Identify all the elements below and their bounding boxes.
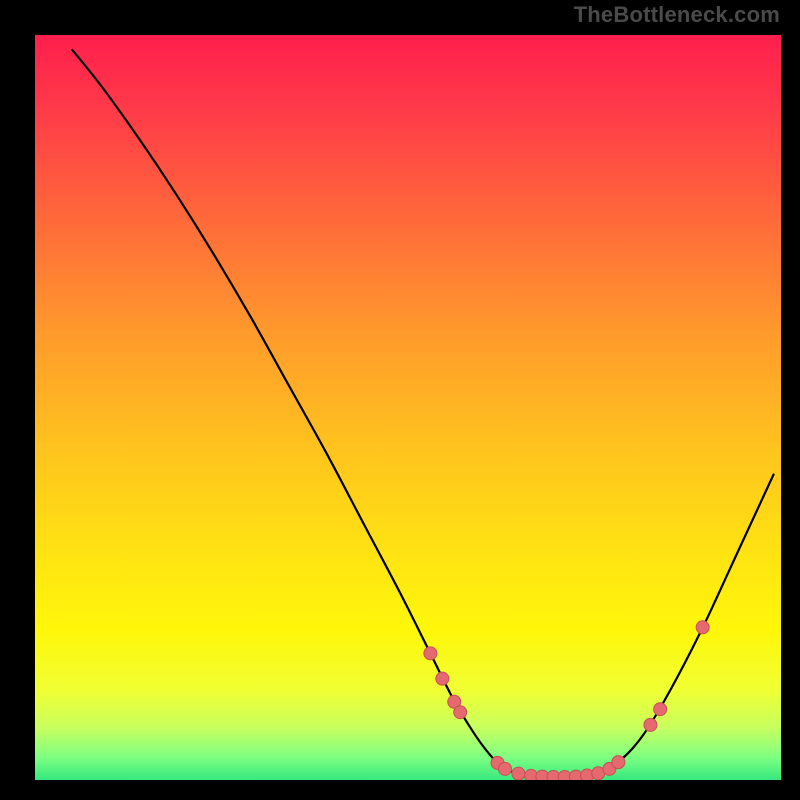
data-marker xyxy=(498,762,511,775)
frame-right xyxy=(781,0,800,800)
bottleneck-curve xyxy=(72,50,773,777)
marker-group xyxy=(424,621,709,780)
data-marker xyxy=(696,621,709,634)
data-marker xyxy=(612,756,625,769)
chart-svg xyxy=(35,35,781,780)
watermark-text: TheBottleneck.com xyxy=(574,2,780,28)
frame-left xyxy=(0,0,35,800)
data-marker xyxy=(454,706,467,719)
frame-bottom xyxy=(0,780,800,800)
data-marker xyxy=(436,672,449,685)
data-marker xyxy=(654,703,667,716)
chart-plot-area xyxy=(35,35,781,780)
data-marker xyxy=(424,647,437,660)
data-marker xyxy=(644,718,657,731)
data-marker xyxy=(512,767,525,780)
